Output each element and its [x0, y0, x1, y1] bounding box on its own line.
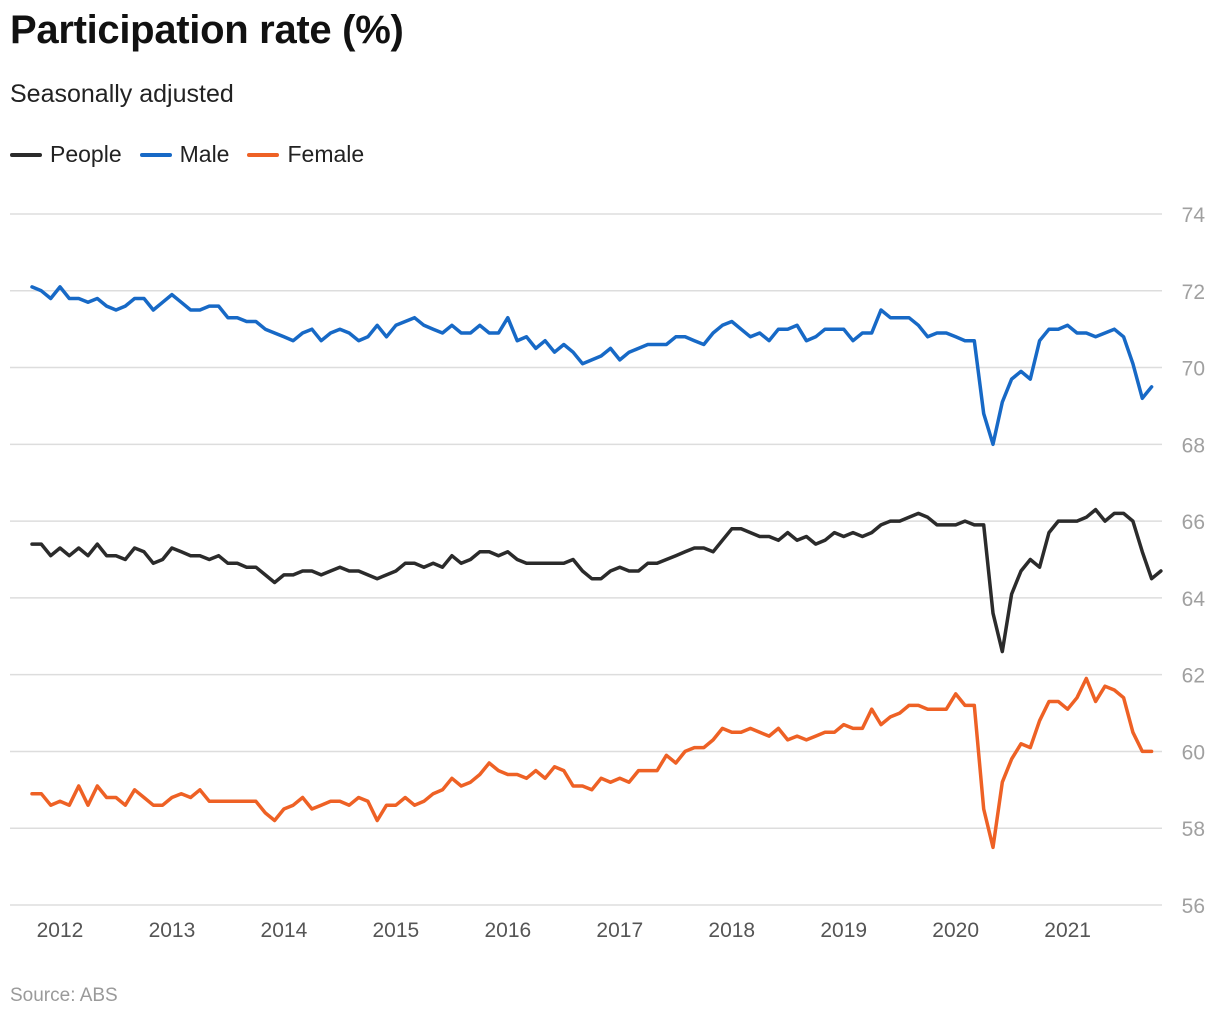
legend: People Male Female [10, 141, 364, 168]
legend-swatch-female [247, 152, 280, 157]
series-line-male [30, 285, 1154, 447]
x-tick-label: 2018 [708, 919, 755, 942]
x-tick-label: 2012 [37, 919, 84, 942]
chart-subtitle: Seasonally adjusted [10, 80, 234, 108]
legend-swatch-male [139, 152, 172, 157]
y-tick-label: 70 [1182, 358, 1205, 381]
x-tick-label: 2015 [373, 919, 420, 942]
legend-label-female: Female [287, 141, 365, 167]
y-tick-label: 66 [1182, 511, 1205, 534]
source-note: Source: ABS [10, 985, 118, 1006]
y-tick-label: 64 [1182, 588, 1206, 611]
x-tick-label: 2014 [261, 919, 308, 942]
x-tick-label: 2013 [149, 919, 196, 942]
y-tick-label: 58 [1182, 818, 1205, 841]
x-tick-label: 2021 [1044, 919, 1091, 942]
chart-title: Participation rate (%) [10, 8, 404, 52]
series-line-female [30, 676, 1154, 850]
x-tick-label: 2019 [820, 919, 867, 942]
y-tick-label: 74 [1182, 204, 1206, 227]
legend-label-male: Male [179, 141, 230, 167]
x-tick-label: 2017 [596, 919, 643, 942]
legend-item-male[interactable]: Male [139, 141, 230, 168]
series-line-people [30, 507, 1163, 654]
legend-item-people[interactable]: People [10, 141, 122, 168]
x-tick-label: 2020 [932, 919, 979, 942]
legend-label-people: People [50, 141, 122, 167]
y-tick-label: 60 [1182, 741, 1205, 764]
y-tick-label: 56 [1182, 895, 1205, 918]
y-tick-label: 62 [1182, 665, 1205, 688]
y-tick-label: 72 [1182, 281, 1205, 304]
x-tick-label: 2016 [484, 919, 531, 942]
y-tick-label: 68 [1182, 434, 1205, 457]
legend-item-female[interactable]: Female [247, 141, 364, 168]
legend-swatch-people [10, 152, 42, 157]
